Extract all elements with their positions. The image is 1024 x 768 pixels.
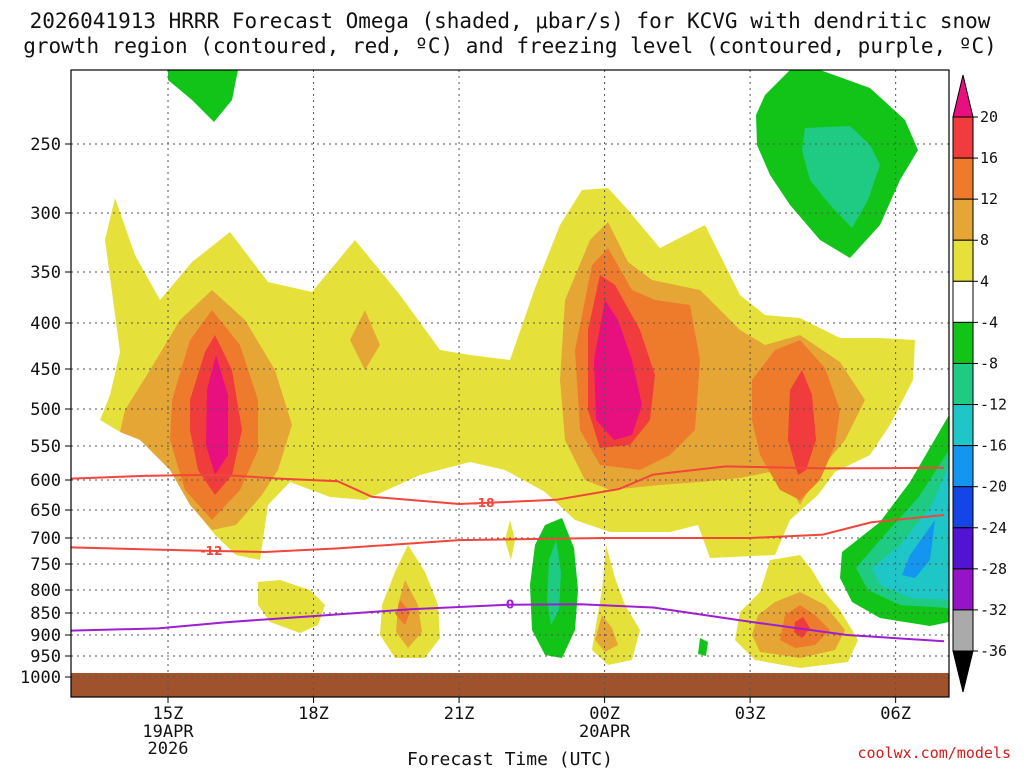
omega-area-neg16 xyxy=(872,465,949,600)
colorbar-segment-9 xyxy=(952,486,974,529)
dgz-bottom-contour xyxy=(71,514,945,554)
y-tick-label-650: 650 xyxy=(30,501,61,521)
freezing-level-label: 0 xyxy=(506,598,514,612)
dgz-bottom-label: -12 xyxy=(201,544,223,558)
dgz-top-contour xyxy=(71,465,945,506)
chart-title-line2: growth region (contoured, red, ºC) and f… xyxy=(23,34,997,58)
colorbar-label-6: -8 xyxy=(980,354,998,372)
colorbar-label-3: 8 xyxy=(980,231,989,249)
omega-area-12-small xyxy=(396,600,830,648)
dotted-grid xyxy=(71,70,949,697)
colorbar-label-7: -12 xyxy=(980,396,1007,414)
x-tick-label-03Z: 03Z xyxy=(735,704,766,724)
y-tick-label-950: 950 xyxy=(30,647,61,667)
colorbar-segment-10 xyxy=(952,527,974,570)
x-tick-label-15Z: 15Z xyxy=(153,704,184,724)
colorbar-label-2: 12 xyxy=(980,190,998,208)
colorbar-segment-1 xyxy=(952,157,974,200)
x-axis-label: Forecast Time (UTC) xyxy=(407,749,613,768)
y-axis: 2503003504004505005506006507007508008509… xyxy=(20,135,71,688)
y-tick-label-550: 550 xyxy=(30,437,61,457)
x-tick-date-15Z: 19APR xyxy=(142,722,194,742)
y-tick-label-750: 750 xyxy=(30,555,61,575)
omega-area-neg8-top-left xyxy=(168,70,238,122)
omega-area-12 xyxy=(170,248,840,520)
colorbar-segment-5 xyxy=(952,321,974,364)
freezing-level-contour xyxy=(71,603,945,643)
x-tick-date-00Z: 20APR xyxy=(579,722,631,742)
colorbar-segment-2 xyxy=(952,198,974,241)
colorbar-label-0: 20 xyxy=(980,108,998,126)
colorbar-label-5: -4 xyxy=(980,313,998,331)
colorbar-segment-3 xyxy=(952,239,974,282)
y-tick-label-250: 250 xyxy=(30,135,61,155)
x-tick-year-15Z: 2026 xyxy=(148,739,189,759)
y-tick-label-700: 700 xyxy=(30,529,61,549)
omega-area-4-left-small xyxy=(258,580,325,633)
x-tick-label-00Z: 00Z xyxy=(589,704,620,724)
colorbar-label-9: -20 xyxy=(980,478,1007,496)
colorbar-bottom-arrow xyxy=(952,650,974,693)
colorbar-segment-7 xyxy=(952,404,974,447)
y-tick-label-1000: 1000 xyxy=(20,668,61,688)
y-tick-label-850: 850 xyxy=(30,604,61,624)
dgz-top-label: -18 xyxy=(473,496,495,510)
colorbar-segment-6 xyxy=(952,362,974,406)
chart-title-line1: 2026041913 HRRR Forecast Omega (shaded, … xyxy=(30,9,991,33)
colorbar-segment-12 xyxy=(952,609,974,652)
omega-area-neg20 xyxy=(902,520,935,578)
omega-area-neg8-dot xyxy=(698,638,708,656)
colorbar-label-11: -28 xyxy=(980,560,1007,578)
y-tick-label-400: 400 xyxy=(30,314,61,334)
credit-text: coolwx.com/models xyxy=(857,744,1011,762)
y-tick-label-300: 300 xyxy=(30,204,61,224)
colorbar-label-8: -16 xyxy=(980,437,1007,455)
y-tick-label-500: 500 xyxy=(30,400,61,420)
colorbar-segment-0 xyxy=(952,116,974,159)
plot-frame xyxy=(70,69,950,698)
colorbar-label-4: 4 xyxy=(980,272,989,290)
colorbar-top-arrow xyxy=(952,74,974,118)
y-tick-label-800: 800 xyxy=(30,581,61,601)
colorbar-segment-8 xyxy=(952,445,974,488)
colorbar-label-12: -32 xyxy=(980,601,1007,619)
omega-area-16-small xyxy=(794,617,810,638)
colorbar-label-1: 16 xyxy=(980,149,998,167)
y-tick-label-350: 350 xyxy=(30,263,61,283)
colorbar-segment-11 xyxy=(952,568,974,611)
y-tick-label-600: 600 xyxy=(30,471,61,491)
x-tick-label-21Z: 21Z xyxy=(444,704,475,724)
colorbar-segment-4 xyxy=(952,280,974,323)
y-tick-label-900: 900 xyxy=(30,626,61,646)
colorbar-label-13: -36 xyxy=(980,642,1007,660)
x-tick-label-18Z: 18Z xyxy=(298,704,329,724)
y-tick-label-450: 450 xyxy=(30,360,61,380)
omega-area-8-small xyxy=(396,580,845,658)
x-tick-label-06Z: 06Z xyxy=(880,704,911,724)
colorbar: 20 16 12 8 4 -4 -8 -12 -16 -20 -24 -28 -32 -36 xyxy=(952,74,1007,693)
omega-area-8 xyxy=(120,222,865,530)
colorbar-label-10: -24 xyxy=(980,519,1007,537)
contour-layer: -18 -12 0 xyxy=(71,465,945,643)
